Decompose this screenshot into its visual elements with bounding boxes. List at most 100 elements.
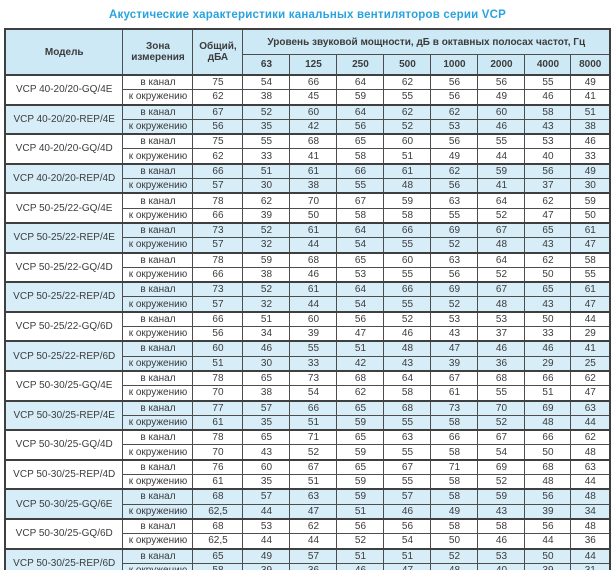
level-cell: 42: [336, 355, 385, 372]
level-cell: 55: [383, 296, 432, 313]
level-cell: 56: [430, 74, 479, 91]
model-cell: VCP 50-30/25-GQ/6E: [4, 488, 124, 520]
zone-cell: в канал: [122, 310, 194, 328]
level-cell: 48: [477, 237, 526, 254]
level-cell: 43: [383, 355, 432, 372]
table-row: VCP 50-25/22-REP/6D в канал 60 46 55 51 48 47 46…: [4, 340, 611, 372]
level-cell: 52: [430, 547, 479, 564]
level-cell: 41: [570, 89, 611, 106]
header-model: Модель: [4, 28, 124, 76]
level-cell: 25: [570, 355, 611, 372]
level-cell: 46: [477, 340, 526, 357]
table-row: к окружению583936464748403931: [5, 562, 611, 570]
level-cell: 50: [289, 207, 338, 224]
table-row: VCP 40-20/20-REP/4D в канал 66 51 61 66 61 62 59…: [4, 162, 611, 194]
level-cell: 66: [383, 221, 432, 239]
zone-cell: в канал: [122, 547, 194, 564]
header-freq-63: 63: [242, 54, 291, 76]
level-cell: 52: [383, 118, 432, 135]
total-dba-cell: 78: [192, 369, 244, 387]
level-cell: 34: [570, 503, 611, 520]
level-cell: 52: [477, 414, 526, 431]
table-row: VCP 50-25/22-GQ/6D в канал 66 51 60 56 52 53 53 5…: [4, 310, 611, 342]
level-cell: 59: [336, 474, 385, 490]
level-cell: 62: [242, 192, 291, 209]
table-row: VCP 50-25/22-GQ/4D в канал 78 59 68 65 60 63 64 6…: [4, 251, 611, 283]
level-cell: 59: [336, 488, 385, 505]
level-cell: 46: [383, 326, 432, 342]
level-cell: 47: [570, 237, 611, 254]
table-row: к окружению 70 38 54 62 58 61 55 51 47: [5, 385, 611, 402]
level-cell: 59: [477, 162, 526, 180]
level-cell: 48: [383, 340, 432, 357]
total-dba-cell: 56: [192, 118, 244, 135]
level-cell: 52: [336, 533, 385, 549]
level-cell: 44: [289, 296, 338, 313]
total-dba-cell: 57: [192, 296, 244, 313]
zone-cell: в канал: [122, 133, 194, 150]
header-freq-1000: 1000: [430, 54, 479, 76]
level-cell: 70: [477, 399, 526, 416]
table-row: VCP 40-20/20-REP/4E в канал 67 52 60 64 62 62 60…: [4, 103, 611, 135]
header-freq-500: 500: [383, 54, 432, 76]
level-cell: 61: [289, 221, 338, 239]
model-cell: VCP 50-25/22-REP/6D: [4, 340, 124, 372]
level-cell: 43: [430, 326, 479, 342]
level-cell: 54: [477, 444, 526, 461]
zone-cell: в канал: [122, 399, 194, 416]
level-cell: 48: [570, 444, 611, 461]
zone-cell: к окружению: [122, 533, 194, 549]
level-cell: 55: [383, 474, 432, 490]
level-cell: 55: [570, 266, 611, 283]
table-row: к окружению 56 34 39 47 46 43 37 33 29: [5, 326, 611, 342]
level-cell: 55: [477, 385, 526, 402]
table-row: к окружению 62 33 41 58 51 49 44 40 33: [5, 148, 611, 165]
level-cell: 64: [336, 74, 385, 91]
total-dba-cell: 75: [192, 133, 244, 150]
table-body: VCP 40-20/20-GQ/4E в канал 75 54 66 64 62 56 56 5…: [4, 74, 611, 570]
level-cell: 64: [383, 369, 432, 387]
level-cell: 65: [336, 133, 385, 150]
level-cell: 39: [430, 355, 479, 372]
level-cell: 49: [477, 89, 526, 106]
level-cell: 33: [524, 326, 572, 342]
zone-cell: к окружению: [122, 178, 194, 194]
level-cell: 60: [477, 103, 526, 120]
zone-cell: к окружению: [122, 118, 194, 135]
level-cell: 39: [524, 503, 572, 520]
model-cell: VCP 40-20/20-REP/4D: [4, 162, 124, 194]
level-cell: 46: [524, 89, 572, 106]
table-row: к окружению 66 39 50 58 58 55 52 47 50: [5, 207, 611, 224]
zone-cell: в канал: [122, 103, 194, 120]
level-cell: 56: [524, 517, 572, 535]
zone-cell: в канал: [122, 517, 194, 535]
zone-cell: в канал: [122, 251, 194, 268]
level-cell: 43: [524, 118, 572, 135]
level-cell: 55: [477, 133, 526, 150]
table-row: к окружению 61 35 51 59 55 58 52 48 44: [5, 414, 611, 431]
level-cell: 38: [242, 266, 291, 283]
level-cell: 50: [524, 444, 572, 461]
level-cell: 65: [336, 399, 385, 416]
level-cell: 56: [383, 517, 432, 535]
level-cell: 50: [430, 533, 479, 549]
level-cell: 69: [477, 458, 526, 476]
header-freq-125: 125: [289, 54, 338, 76]
level-cell: 50: [524, 310, 572, 328]
level-cell: 59: [336, 444, 385, 461]
level-cell: 73: [430, 399, 479, 416]
table-row: VCP 50-25/22-REP/4E в канал 73 52 61 64 66 69 67…: [4, 221, 611, 254]
level-cell: 51: [242, 310, 291, 328]
level-cell: 53: [430, 118, 479, 135]
zone-cell: к окружению: [122, 266, 194, 283]
level-cell: 39: [524, 562, 572, 570]
level-cell: 44: [570, 547, 611, 564]
level-cell: 66: [289, 399, 338, 416]
model-cell: VCP 50-30/25-GQ/4D: [4, 429, 124, 461]
level-cell: 60: [383, 133, 432, 150]
table-row: к окружению 70 43 52 59 55 58 54 50 48: [5, 444, 611, 461]
level-cell: 53: [430, 310, 479, 328]
level-cell: 58: [430, 488, 479, 505]
level-cell: 31: [570, 562, 611, 570]
level-cell: 47: [430, 340, 479, 357]
